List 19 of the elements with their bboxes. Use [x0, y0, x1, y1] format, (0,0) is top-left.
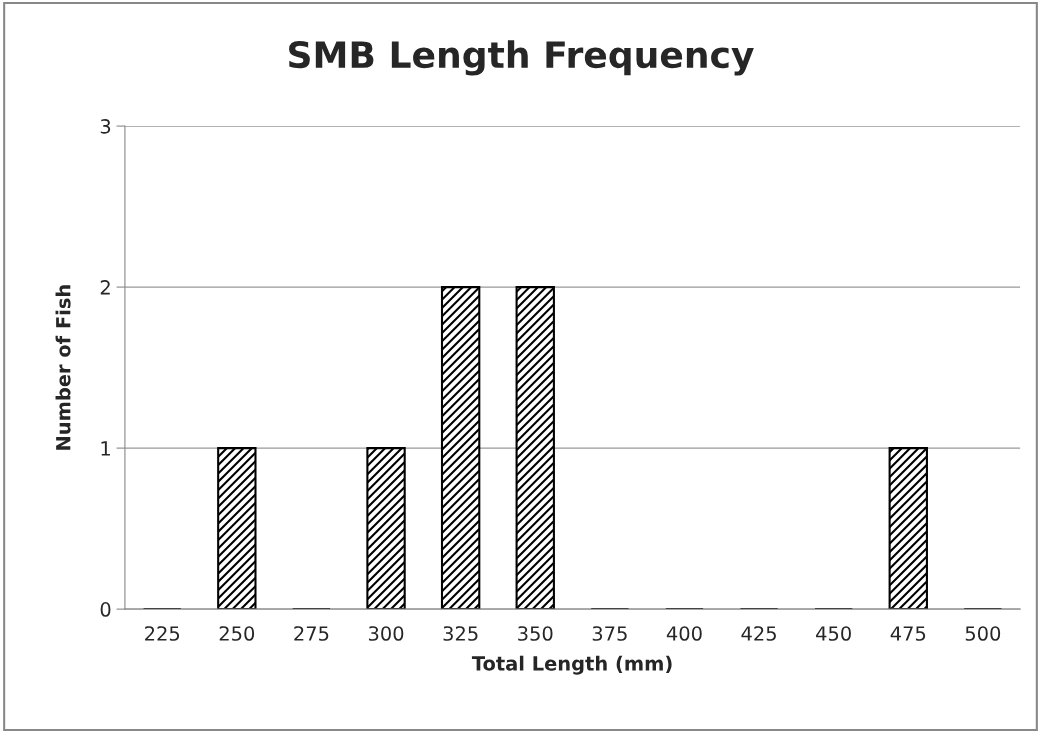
x-tick-label: 425	[741, 626, 776, 641]
x-tick-label: 400	[666, 626, 702, 641]
x-axis-title: Total Length (mm)	[471, 655, 672, 675]
y-tick-label: 2	[100, 280, 110, 295]
x-tick-label: 225	[145, 626, 180, 641]
x-tick-label: 250	[219, 626, 255, 641]
x-tick-label: 275	[294, 626, 329, 641]
y-tick-label: 0	[100, 602, 111, 617]
y-axis-title: Number of Fish	[55, 285, 71, 450]
x-tick-label: 300	[368, 626, 404, 641]
x-tick-label: 375	[592, 626, 627, 641]
x-tick-label: 500	[965, 626, 1001, 641]
x-tick-label: 325	[443, 626, 478, 641]
y-tick-label: 3	[100, 119, 111, 134]
chart-title: SMB Length Frequency	[289, 40, 754, 76]
y-tick-label: 1	[101, 441, 110, 456]
x-tick-label: 450	[816, 626, 851, 641]
x-tick-label: 475	[890, 626, 926, 641]
x-tick-label: 350	[518, 626, 553, 641]
